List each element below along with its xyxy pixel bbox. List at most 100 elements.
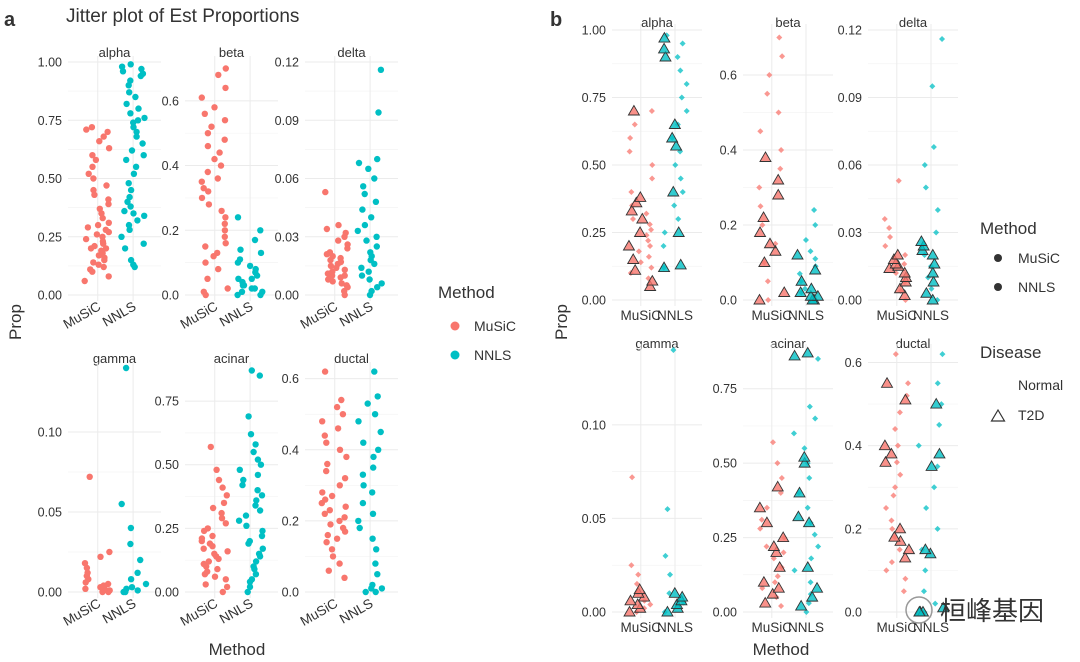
b-point-normal-music (648, 226, 655, 233)
a-y-tick-label: 0.0 (282, 586, 299, 600)
a-point-nnls (235, 275, 242, 282)
b-point-t2d-nnls (929, 397, 943, 409)
a-point-nnls (236, 466, 243, 473)
b-point-t2d-nnls (798, 456, 811, 468)
a-point-nnls (127, 61, 134, 68)
b-y-tick-label: 0.6 (720, 69, 737, 83)
b-point-normal-nnls (936, 421, 943, 428)
a-y-tick-label: 0.6 (282, 372, 299, 386)
b-point-normal-music (775, 109, 782, 116)
b-point-t2d-nnls (802, 516, 816, 528)
b-point-normal-music (895, 177, 902, 184)
b-point-t2d-music (760, 516, 774, 528)
a-point-music (327, 262, 335, 270)
b-point-t2d-nnls (794, 599, 808, 611)
a-x-tick-label: NNLS (100, 299, 139, 330)
a-point-music (338, 280, 345, 287)
b-point-normal-music (888, 517, 895, 524)
b-point-normal-music (905, 380, 912, 387)
a-point-music (223, 492, 230, 499)
b-y-tick-label: 0.75 (582, 91, 606, 105)
b-point-normal-music (765, 297, 772, 303)
b-point-normal-nnls (815, 355, 822, 362)
b-facet-title-alpha: alpha (641, 15, 674, 30)
a-point-music (206, 540, 214, 547)
a-point-nnls (372, 560, 379, 567)
b-point-t2d-nnls (804, 289, 818, 301)
b-point-t2d-music (898, 266, 911, 278)
a-point-music (204, 168, 211, 176)
a-y-tick-label: 0.25 (38, 230, 62, 244)
b-point-normal-music (757, 525, 764, 532)
a-point-nnls (369, 510, 377, 517)
a-point-music (103, 182, 110, 189)
a-point-nnls (130, 124, 137, 131)
b-point-normal-nnls (678, 94, 685, 101)
a-point-nnls (248, 275, 255, 282)
a-point-nnls (360, 439, 367, 446)
b-point-t2d-music (898, 551, 912, 563)
b-point-normal-nnls (660, 243, 667, 249)
b-point-t2d-music (630, 196, 643, 208)
a-x-tick-label: NNLS (217, 299, 256, 330)
a-point-nnls (135, 105, 142, 112)
b-point-normal-music (763, 504, 770, 511)
b-point-t2d-music (646, 274, 659, 286)
b-point-normal-music (649, 175, 656, 182)
a-point-nnls (127, 524, 135, 532)
b-point-normal-music (756, 184, 763, 191)
a-point-music (333, 403, 341, 411)
a-point-music (343, 453, 350, 461)
b-point-normal-music (648, 264, 655, 271)
a-point-nnls (123, 100, 130, 108)
a-point-music (343, 282, 350, 289)
a-point-nnls (121, 207, 128, 215)
a-point-music (337, 254, 344, 262)
a-point-nnls (359, 471, 367, 478)
b-point-normal-nnls (806, 403, 813, 410)
b-point-t2d-nnls (668, 586, 682, 598)
a-point-music (198, 535, 206, 542)
a-x-tick-label: NNLS (100, 596, 139, 627)
a-point-music (323, 225, 331, 233)
b-point-t2d-nnls (657, 261, 671, 273)
a-point-nnls (140, 152, 147, 159)
b-point-normal-nnls (934, 525, 941, 532)
a-y-tick-label: 0.50 (38, 172, 62, 186)
b-point-normal-music (628, 189, 635, 195)
a-point-music (218, 509, 225, 517)
a-point-nnls (139, 140, 146, 147)
b-point-normal-music (759, 585, 766, 592)
b-x-tick-label: NNLS (657, 308, 693, 323)
a-point-music (202, 259, 209, 266)
b-y-tick-label: 0.00 (713, 606, 737, 620)
a-point-nnls (141, 212, 148, 219)
b-point-t2d-nnls (915, 235, 928, 246)
b-point-normal-music (629, 216, 636, 222)
a-point-nnls (362, 588, 369, 596)
a-point-music (325, 276, 332, 283)
b-point-normal-music (902, 575, 909, 582)
a-point-nnls (368, 214, 375, 221)
b-point-t2d-music (643, 280, 657, 291)
a-y-tick-label: 0.25 (155, 522, 179, 536)
a-point-music (222, 84, 229, 92)
a-point-nnls (252, 441, 259, 448)
b-point-t2d-nnls (808, 263, 822, 275)
b-point-normal-music (881, 216, 888, 222)
b-point-normal-music (774, 573, 781, 580)
b-point-t2d-music (885, 447, 898, 459)
a-y-tick-label: 0.00 (38, 586, 62, 600)
a-point-nnls (118, 233, 125, 240)
a-point-music (214, 565, 221, 573)
b-point-normal-nnls (683, 81, 690, 87)
b-point-t2d-nnls (666, 185, 680, 197)
a-y-tick-label: 0.2 (282, 514, 299, 528)
a-point-nnls (259, 527, 266, 535)
a-point-nnls (252, 265, 259, 273)
a-point-nnls (138, 65, 145, 73)
b-point-normal-nnls (796, 270, 803, 277)
a-point-nnls (250, 448, 257, 456)
